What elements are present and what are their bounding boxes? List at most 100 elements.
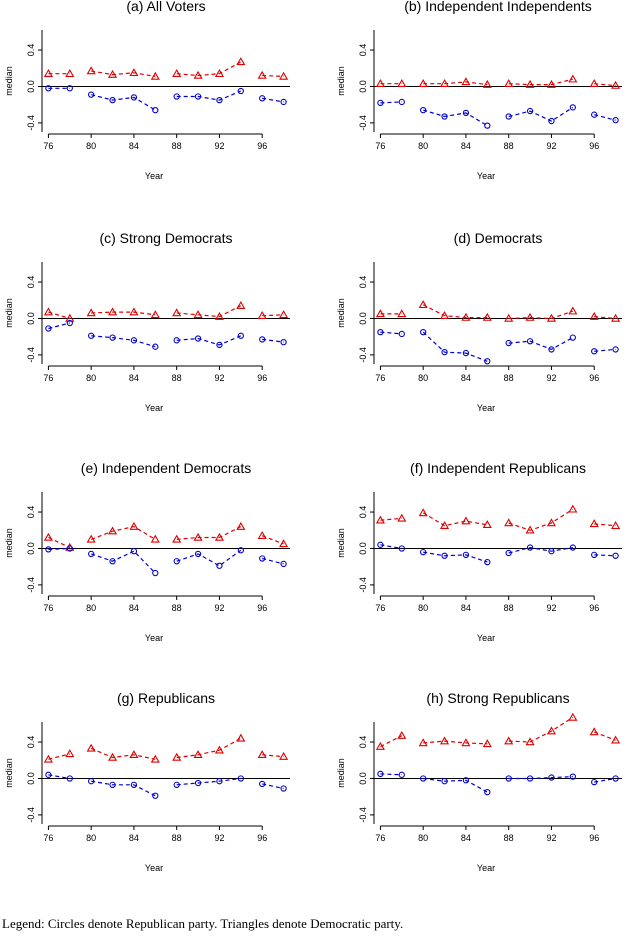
panel-title: (h) Strong Republicans xyxy=(426,690,569,706)
x-tick-label: 88 xyxy=(504,373,514,383)
data-point-triangle xyxy=(257,531,267,539)
data-point-triangle xyxy=(440,311,450,319)
data-point-triangle xyxy=(279,71,289,80)
data-point-circle xyxy=(216,778,223,785)
series-circle xyxy=(377,98,619,129)
data-point-circle xyxy=(130,337,138,344)
data-point-triangle xyxy=(482,312,492,321)
data-point-circle xyxy=(216,562,223,569)
x-tick-label: 88 xyxy=(504,833,514,843)
data-point-triangle xyxy=(86,534,96,543)
x-tick-label: 88 xyxy=(172,833,182,843)
data-point-circle xyxy=(152,106,159,114)
data-point-circle xyxy=(45,546,52,553)
data-point-circle xyxy=(526,338,534,345)
x-tick-label: 92 xyxy=(546,603,556,613)
data-point-circle xyxy=(66,775,73,782)
y-tick-label: -0.4 xyxy=(358,115,368,131)
x-axis-title: Year xyxy=(145,171,163,181)
panel-title: (c) Strong Democrats xyxy=(99,230,232,246)
y-tick-label: -0.4 xyxy=(358,577,368,593)
series-line xyxy=(380,331,616,362)
data-point-triangle xyxy=(375,515,385,524)
data-point-triangle xyxy=(568,306,578,315)
series-circle xyxy=(45,319,287,350)
data-point-triangle xyxy=(504,736,514,745)
data-point-circle xyxy=(591,778,598,786)
data-point-triangle xyxy=(193,70,203,79)
data-point-triangle xyxy=(482,520,492,529)
data-point-circle xyxy=(591,551,598,558)
data-point-triangle xyxy=(150,534,160,543)
data-point-circle xyxy=(526,107,534,115)
chart-panel-8: (h) Strong Republicans 76 80 84 88 92 96 -0.4 0.… xyxy=(336,690,622,873)
data-point-circle xyxy=(484,358,491,365)
data-point-triangle xyxy=(440,79,450,87)
data-point-triangle xyxy=(418,300,428,309)
data-point-triangle xyxy=(129,521,139,530)
data-point-circle xyxy=(548,774,555,781)
chart-panel-5: (e) Independent Democrats 76 80 84 88 92 96 -0.… xyxy=(4,460,290,643)
data-point-circle xyxy=(398,330,405,338)
data-point-circle xyxy=(152,792,159,799)
series-line xyxy=(380,78,616,87)
data-point-circle xyxy=(216,96,223,104)
y-tick-label: -0.4 xyxy=(26,577,36,593)
data-point-circle xyxy=(259,780,266,788)
data-point-triangle xyxy=(257,70,267,79)
x-tick-label: 76 xyxy=(375,603,385,613)
data-point-triangle xyxy=(440,736,450,745)
data-point-triangle xyxy=(214,532,224,541)
series-circle xyxy=(377,541,619,566)
series-triangle xyxy=(43,521,289,551)
y-tick-label: 0.4 xyxy=(358,44,368,57)
x-tick-label: 80 xyxy=(418,603,428,613)
data-point-triangle xyxy=(611,520,621,529)
panel-title: (e) Independent Democrats xyxy=(81,460,251,476)
x-tick-label: 84 xyxy=(461,833,471,843)
x-tick-label: 96 xyxy=(257,141,267,151)
data-point-triangle xyxy=(236,57,246,66)
data-point-triangle xyxy=(418,508,428,517)
data-point-circle xyxy=(398,545,405,552)
data-point-circle xyxy=(130,94,138,101)
x-tick-label: 84 xyxy=(129,141,139,151)
legend-caption: Legend: Circles denote Republican party.… xyxy=(2,916,404,931)
data-point-circle xyxy=(420,775,427,782)
y-tick-label: 0.0 xyxy=(358,542,368,555)
series-line xyxy=(48,547,284,574)
data-point-triangle xyxy=(546,518,556,527)
data-point-triangle xyxy=(172,752,182,761)
data-point-triangle xyxy=(397,730,407,739)
x-tick-label: 84 xyxy=(461,603,471,613)
y-tick-label: 0.4 xyxy=(26,44,36,57)
series-triangle xyxy=(375,300,621,322)
data-point-triangle xyxy=(193,750,203,759)
data-point-circle xyxy=(505,549,512,557)
series-line xyxy=(48,774,284,797)
data-point-triangle xyxy=(525,737,535,746)
data-point-circle xyxy=(505,339,512,347)
y-axis-title: median xyxy=(336,528,346,558)
data-point-triangle xyxy=(108,69,118,78)
data-point-circle xyxy=(420,548,427,556)
series-line xyxy=(48,87,284,111)
data-point-triangle xyxy=(172,69,182,77)
x-tick-label: 84 xyxy=(129,373,139,383)
x-tick-label: 92 xyxy=(546,373,556,383)
x-axis-title: Year xyxy=(477,171,495,181)
y-tick-label: 0.4 xyxy=(358,736,368,749)
data-point-triangle xyxy=(172,308,182,317)
y-tick-label: 0.0 xyxy=(26,80,36,93)
data-point-triangle xyxy=(214,745,224,754)
data-point-triangle xyxy=(461,312,471,321)
x-tick-label: 96 xyxy=(589,603,599,613)
data-point-triangle xyxy=(589,79,599,87)
data-point-triangle xyxy=(397,309,407,318)
data-point-circle xyxy=(441,349,448,356)
chart-panel-3: (c) Strong Democrats 76 80 84 88 92 96 -0.4 0.0 0… xyxy=(4,230,290,413)
series-line xyxy=(380,716,616,748)
data-point-triangle xyxy=(108,752,118,761)
x-tick-label: 80 xyxy=(86,603,96,613)
data-point-circle xyxy=(88,778,95,785)
